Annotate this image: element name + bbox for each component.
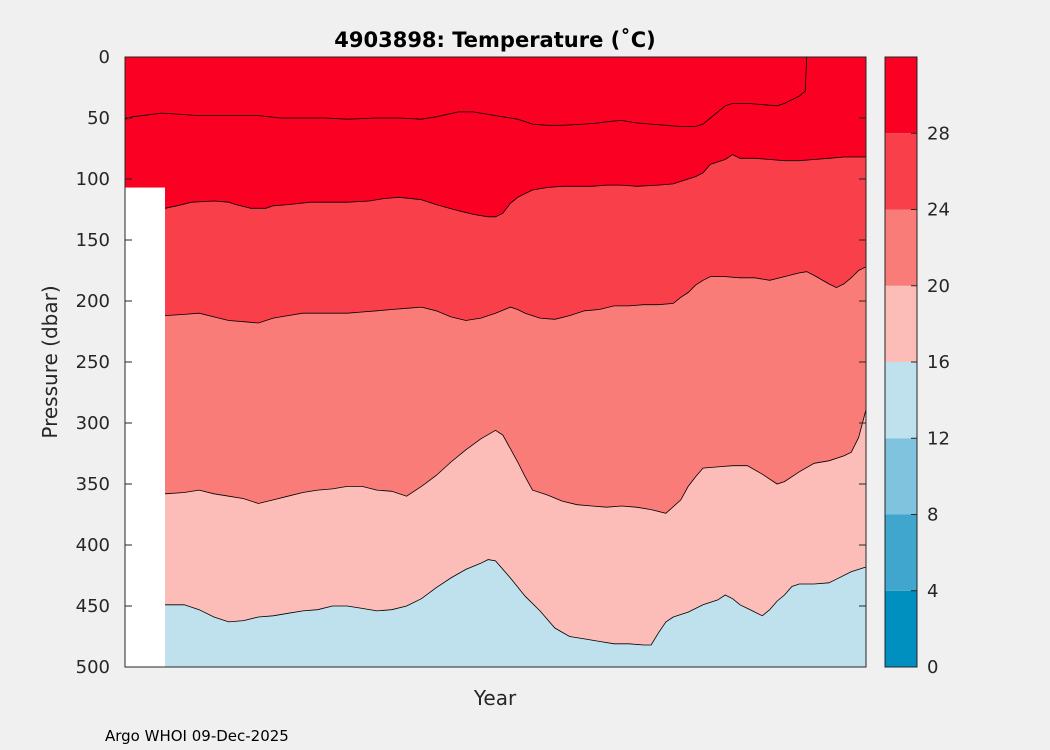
isotherm-line-28C — [124, 56, 808, 127]
temperature-band-12C — [165, 559, 866, 667]
no-data-region — [125, 187, 166, 668]
colorbar-band — [885, 285, 917, 362]
y-tick-label: 350 — [76, 474, 110, 495]
colorbar-band — [885, 438, 917, 515]
y-tick-label: 0 — [99, 47, 110, 68]
colorbar-tick-label: 16 — [927, 352, 950, 373]
colorbar-tick-label: 8 — [927, 505, 938, 526]
colorbar-tick-label: 0 — [927, 657, 938, 678]
y-tick-label: 50 — [87, 108, 110, 129]
temperature-band-16C — [165, 409, 866, 667]
y-axis-label: Pressure (dbar) — [38, 285, 62, 438]
y-tick-label: 150 — [76, 230, 110, 251]
colorbar-tick-label: 20 — [927, 276, 950, 297]
y-tick-label: 250 — [76, 352, 110, 373]
isotherm-line-16C — [164, 409, 867, 514]
temperature-band-top — [125, 57, 807, 127]
plot-area — [124, 56, 867, 668]
y-tick-label: 100 — [76, 169, 110, 190]
y-tick-label: 300 — [76, 413, 110, 434]
y-tick-label: 200 — [76, 291, 110, 312]
colorbar-tick-label: 4 — [927, 581, 938, 602]
colorbar-band — [885, 57, 917, 134]
colorbar-band — [885, 362, 917, 439]
x-axis-label: Year — [473, 686, 517, 710]
isotherm-line-12C — [165, 559, 867, 646]
chart-title: 4903898: Temperature (˚C) — [334, 28, 655, 52]
y-axis: 0 50 100 150 200 250 300 350 400 450 500 — [76, 47, 866, 678]
colorbar-tick-label: 24 — [927, 200, 950, 221]
isotherm-line-20C — [164, 266, 867, 324]
y-tick-label: 450 — [76, 596, 110, 617]
y-tick-label: 400 — [76, 535, 110, 556]
colorbar-band — [885, 133, 917, 210]
colorbar-tick-label: 12 — [927, 428, 950, 449]
colorbar-tick-label: 28 — [927, 123, 950, 144]
colorbar-band — [885, 590, 917, 667]
colorbar-band — [885, 209, 917, 286]
colorbar-band — [885, 514, 917, 591]
y-tick-label: 500 — [76, 657, 110, 678]
colorbar: 0 4 8 12 16 20 24 28 — [884, 56, 950, 678]
isotherm-line-24C — [164, 154, 866, 218]
footer-credit: Argo WHOI 09-Dec-2025 — [105, 727, 289, 745]
